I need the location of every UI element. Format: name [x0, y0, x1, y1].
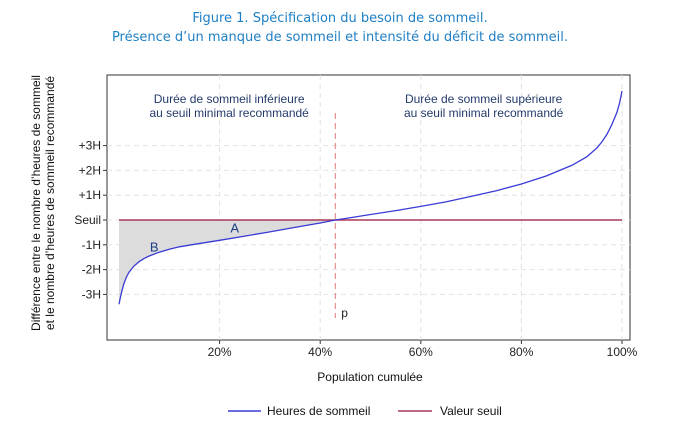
area-label-a: A [230, 221, 239, 236]
x-tick-label: 40% [308, 345, 332, 359]
region-right-line2: au seuil minimal recommandé [404, 106, 564, 120]
legend-label-sleep: Heures de sommeil [267, 404, 370, 418]
legend: Heures de sommeil Valeur seuil [228, 404, 502, 418]
y-tick-label: +2H [79, 163, 101, 177]
y-tick-label: -2H [82, 263, 101, 277]
y-axis-label: Différence entre le nombre d’heures de s… [29, 75, 57, 331]
x-tick-label: 20% [208, 345, 232, 359]
y-tick-label: -1H [82, 238, 101, 252]
series-line-sleep-hours [118, 90, 623, 305]
region-left-line1: Durée de sommeil inférieure [154, 92, 305, 106]
threshold-label: p [341, 306, 348, 320]
y-tick-label: +3H [79, 139, 101, 153]
y-axis-label-line1: Différence entre le nombre d’heures de s… [29, 75, 43, 331]
deficit-area [119, 220, 336, 305]
y-axis-label-line2: et le nombre d’heures de sommeil recomma… [43, 76, 57, 330]
x-tick-label: 60% [409, 345, 433, 359]
y-tick-label: +1H [79, 188, 101, 202]
region-right-line1: Durée de sommeil supérieure [405, 92, 563, 106]
region-left-line2: au seuil minimal recommandé [149, 106, 309, 120]
chart-title: Figure 1. Spécification du besoin de som… [192, 11, 487, 26]
x-tick-label: 80% [509, 345, 533, 359]
x-axis-label: Population cumulée [317, 370, 423, 384]
legend-label-threshold: Valeur seuil [440, 404, 502, 418]
y-tick-label: -3H [82, 287, 101, 301]
x-tick-label: 100% [607, 345, 638, 359]
chart-subtitle: Présence d’un manque de sommeil et inten… [112, 30, 568, 45]
area-label-b: B [150, 239, 159, 254]
plot-frame [106, 74, 631, 341]
y-tick-label: Seuil [74, 213, 101, 227]
